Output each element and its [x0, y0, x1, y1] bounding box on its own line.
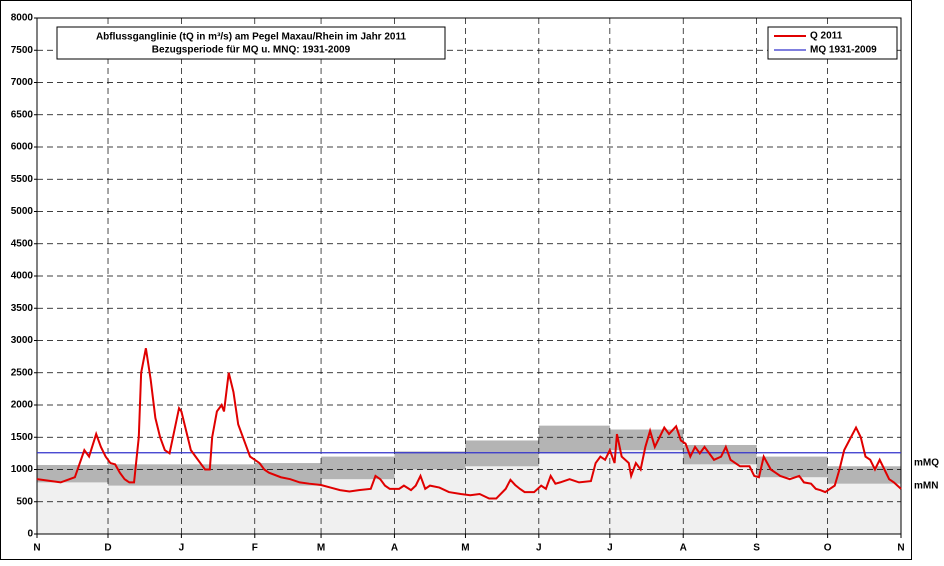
y-tick-label: 6500 [11, 109, 34, 120]
annotation: mMQ [914, 458, 939, 469]
band-base [683, 464, 757, 534]
x-tick-label: D [104, 543, 111, 554]
y-tick-label: 1500 [11, 432, 34, 443]
x-tick-label: S [753, 543, 760, 554]
band [394, 451, 466, 470]
y-tick-label: 0 [27, 529, 33, 540]
legend-label: Q 2011 [810, 31, 843, 42]
x-tick-label: M [461, 543, 469, 554]
band-base [827, 483, 901, 534]
y-tick-label: 5000 [11, 206, 34, 217]
x-tick-label: J [179, 543, 185, 554]
band [254, 463, 322, 486]
y-tick-label: 3500 [11, 303, 34, 314]
y-tick-label: 5500 [11, 174, 34, 185]
band [108, 464, 182, 486]
band [181, 464, 255, 486]
y-tick-label: 4000 [11, 271, 34, 282]
band [465, 440, 539, 467]
band [756, 456, 828, 478]
x-tick-label: J [607, 543, 613, 554]
legend-box [767, 26, 898, 60]
band [538, 425, 610, 454]
y-tick-label: 6000 [11, 142, 34, 153]
y-tick-label: 7000 [11, 77, 34, 88]
band [321, 456, 395, 480]
x-tick-label: J [536, 543, 542, 554]
x-tick-label: O [824, 543, 832, 554]
band-base [181, 485, 255, 534]
x-tick-label: A [680, 543, 687, 554]
chart-title: Abflussganglinie (tQ in m³/s) am Pegel M… [96, 32, 407, 43]
band-base [538, 453, 610, 534]
band-base [465, 466, 539, 534]
y-tick-label: 3000 [11, 335, 34, 346]
band [827, 466, 901, 484]
band-base [254, 485, 322, 534]
title-box [56, 26, 446, 60]
band-base [609, 450, 684, 534]
y-tick-label: 2000 [11, 400, 34, 411]
y-tick-label: 500 [16, 496, 33, 507]
y-tick-label: 2500 [11, 367, 34, 378]
x-tick-label: N [33, 543, 40, 554]
x-tick-label: M [317, 543, 325, 554]
legend-label: MQ 1931-2009 [810, 45, 877, 56]
band-base [756, 477, 828, 534]
x-tick-label: A [391, 543, 398, 554]
y-tick-label: 8000 [11, 13, 34, 24]
band-base [37, 482, 109, 534]
series-line [36, 348, 902, 500]
chart-subtitle: Bezugsperiode für MQ u. MNQ: 1931-2009 [152, 45, 351, 56]
band-base [108, 485, 182, 534]
x-tick-label: N [897, 543, 904, 554]
x-tick-label: F [252, 543, 258, 554]
plot-frame [36, 17, 902, 535]
y-tick-label: 4500 [11, 238, 34, 249]
y-tick-label: 1000 [11, 464, 34, 475]
y-tick-label: 7500 [11, 45, 34, 56]
annotation: mMN [914, 480, 938, 491]
